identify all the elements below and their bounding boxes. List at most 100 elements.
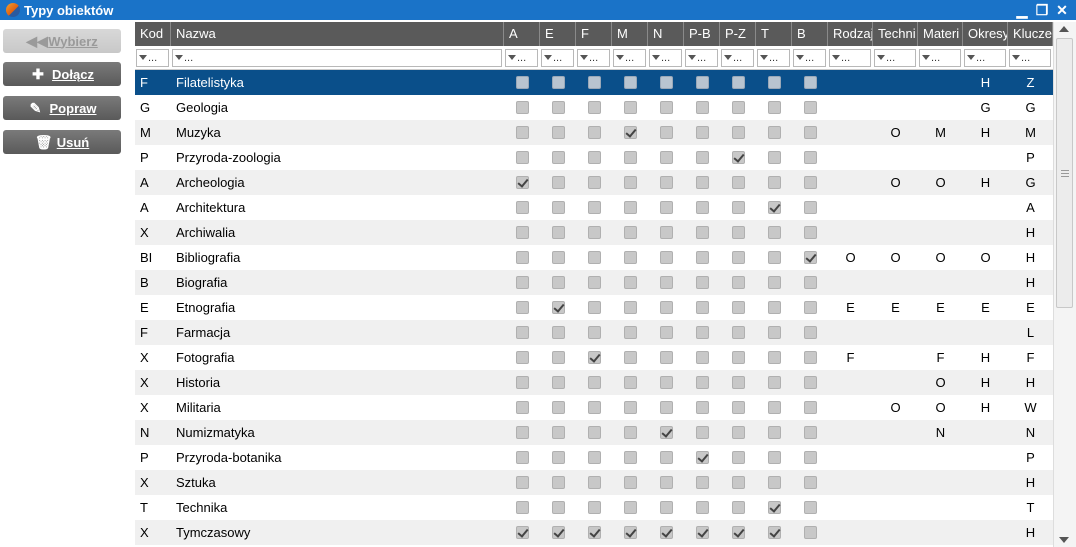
- filter-input-kod[interactable]: ...: [136, 49, 169, 67]
- checkbox-a[interactable]: [516, 176, 529, 189]
- checkbox-f[interactable]: [588, 176, 601, 189]
- checkbox-a[interactable]: [516, 476, 529, 489]
- filter-input-p-z[interactable]: ...: [721, 49, 754, 67]
- checkbox-p-z[interactable]: [732, 226, 745, 239]
- column-header-m[interactable]: M: [612, 22, 648, 46]
- checkbox-n[interactable]: [660, 301, 673, 314]
- filter-input-a[interactable]: ...: [505, 49, 538, 67]
- checkbox-f[interactable]: [588, 326, 601, 339]
- checkbox-m[interactable]: [624, 351, 637, 364]
- checkbox-p-b[interactable]: [696, 376, 709, 389]
- checkbox-b[interactable]: [804, 101, 817, 114]
- checkbox-f[interactable]: [588, 226, 601, 239]
- checkbox-p-b[interactable]: [696, 151, 709, 164]
- checkbox-p-b[interactable]: [696, 76, 709, 89]
- checkbox-f[interactable]: [588, 501, 601, 514]
- filter-input-techni[interactable]: ...: [874, 49, 916, 67]
- scroll-down-icon[interactable]: [1059, 537, 1069, 543]
- checkbox-t[interactable]: [768, 351, 781, 364]
- checkbox-e[interactable]: [552, 476, 565, 489]
- checkbox-p-b[interactable]: [696, 276, 709, 289]
- checkbox-b[interactable]: [804, 351, 817, 364]
- column-header-p-b[interactable]: P-B: [684, 22, 720, 46]
- checkbox-e[interactable]: [552, 301, 565, 314]
- checkbox-m[interactable]: [624, 176, 637, 189]
- checkbox-p-z[interactable]: [732, 151, 745, 164]
- column-header-a[interactable]: A: [504, 22, 540, 46]
- checkbox-n[interactable]: [660, 126, 673, 139]
- checkbox-a[interactable]: [516, 526, 529, 539]
- checkbox-t[interactable]: [768, 426, 781, 439]
- table-row[interactable]: X Fotografia F F H F: [135, 345, 1053, 370]
- checkbox-b[interactable]: [804, 151, 817, 164]
- checkbox-p-b[interactable]: [696, 176, 709, 189]
- checkbox-a[interactable]: [516, 201, 529, 214]
- table-row[interactable]: T Technika T: [135, 495, 1053, 520]
- checkbox-a[interactable]: [516, 151, 529, 164]
- checkbox-m[interactable]: [624, 326, 637, 339]
- table-row[interactable]: X Sztuka H: [135, 470, 1053, 495]
- checkbox-t[interactable]: [768, 376, 781, 389]
- checkbox-a[interactable]: [516, 301, 529, 314]
- filter-input-m[interactable]: ...: [613, 49, 646, 67]
- checkbox-e[interactable]: [552, 451, 565, 464]
- checkbox-e[interactable]: [552, 76, 565, 89]
- checkbox-b[interactable]: [804, 401, 817, 414]
- checkbox-p-z[interactable]: [732, 426, 745, 439]
- filter-input-t[interactable]: ...: [757, 49, 790, 67]
- checkbox-b[interactable]: [804, 276, 817, 289]
- checkbox-e[interactable]: [552, 351, 565, 364]
- checkbox-f[interactable]: [588, 401, 601, 414]
- column-header-p-z[interactable]: P-Z: [720, 22, 756, 46]
- checkbox-a[interactable]: [516, 451, 529, 464]
- checkbox-p-z[interactable]: [732, 501, 745, 514]
- table-row[interactable]: M Muzyka O M H M: [135, 120, 1053, 145]
- checkbox-p-b[interactable]: [696, 226, 709, 239]
- edit-button[interactable]: ✎ Popraw: [3, 96, 121, 120]
- column-header-t[interactable]: T: [756, 22, 792, 46]
- checkbox-f[interactable]: [588, 76, 601, 89]
- table-row[interactable]: F Farmacja L: [135, 320, 1053, 345]
- checkbox-f[interactable]: [588, 526, 601, 539]
- delete-button[interactable]: 🗑 Usuń: [3, 130, 121, 154]
- column-header-e[interactable]: E: [540, 22, 576, 46]
- checkbox-f[interactable]: [588, 126, 601, 139]
- checkbox-p-b[interactable]: [696, 351, 709, 364]
- table-row[interactable]: P Przyroda-botanika P: [135, 445, 1053, 470]
- checkbox-m[interactable]: [624, 301, 637, 314]
- checkbox-p-b[interactable]: [696, 326, 709, 339]
- add-button[interactable]: ✚ Dołącz: [3, 62, 121, 86]
- checkbox-f[interactable]: [588, 151, 601, 164]
- checkbox-b[interactable]: [804, 126, 817, 139]
- checkbox-t[interactable]: [768, 176, 781, 189]
- checkbox-p-b[interactable]: [696, 101, 709, 114]
- checkbox-f[interactable]: [588, 276, 601, 289]
- checkbox-n[interactable]: [660, 226, 673, 239]
- checkbox-b[interactable]: [804, 251, 817, 264]
- checkbox-p-b[interactable]: [696, 526, 709, 539]
- column-header-okresy[interactable]: Okresy: [963, 22, 1008, 46]
- checkbox-b[interactable]: [804, 76, 817, 89]
- checkbox-p-b[interactable]: [696, 126, 709, 139]
- checkbox-m[interactable]: [624, 226, 637, 239]
- checkbox-m[interactable]: [624, 126, 637, 139]
- checkbox-p-z[interactable]: [732, 376, 745, 389]
- checkbox-a[interactable]: [516, 501, 529, 514]
- checkbox-a[interactable]: [516, 401, 529, 414]
- checkbox-p-z[interactable]: [732, 301, 745, 314]
- checkbox-b[interactable]: [804, 376, 817, 389]
- checkbox-a[interactable]: [516, 126, 529, 139]
- checkbox-n[interactable]: [660, 176, 673, 189]
- table-row[interactable]: A Architektura A: [135, 195, 1053, 220]
- checkbox-n[interactable]: [660, 276, 673, 289]
- checkbox-b[interactable]: [804, 326, 817, 339]
- table-row[interactable]: X Historia O H H: [135, 370, 1053, 395]
- checkbox-m[interactable]: [624, 526, 637, 539]
- checkbox-m[interactable]: [624, 376, 637, 389]
- column-header-f[interactable]: F: [576, 22, 612, 46]
- filter-input-f[interactable]: ...: [577, 49, 610, 67]
- checkbox-e[interactable]: [552, 251, 565, 264]
- checkbox-n[interactable]: [660, 201, 673, 214]
- checkbox-b[interactable]: [804, 201, 817, 214]
- checkbox-n[interactable]: [660, 76, 673, 89]
